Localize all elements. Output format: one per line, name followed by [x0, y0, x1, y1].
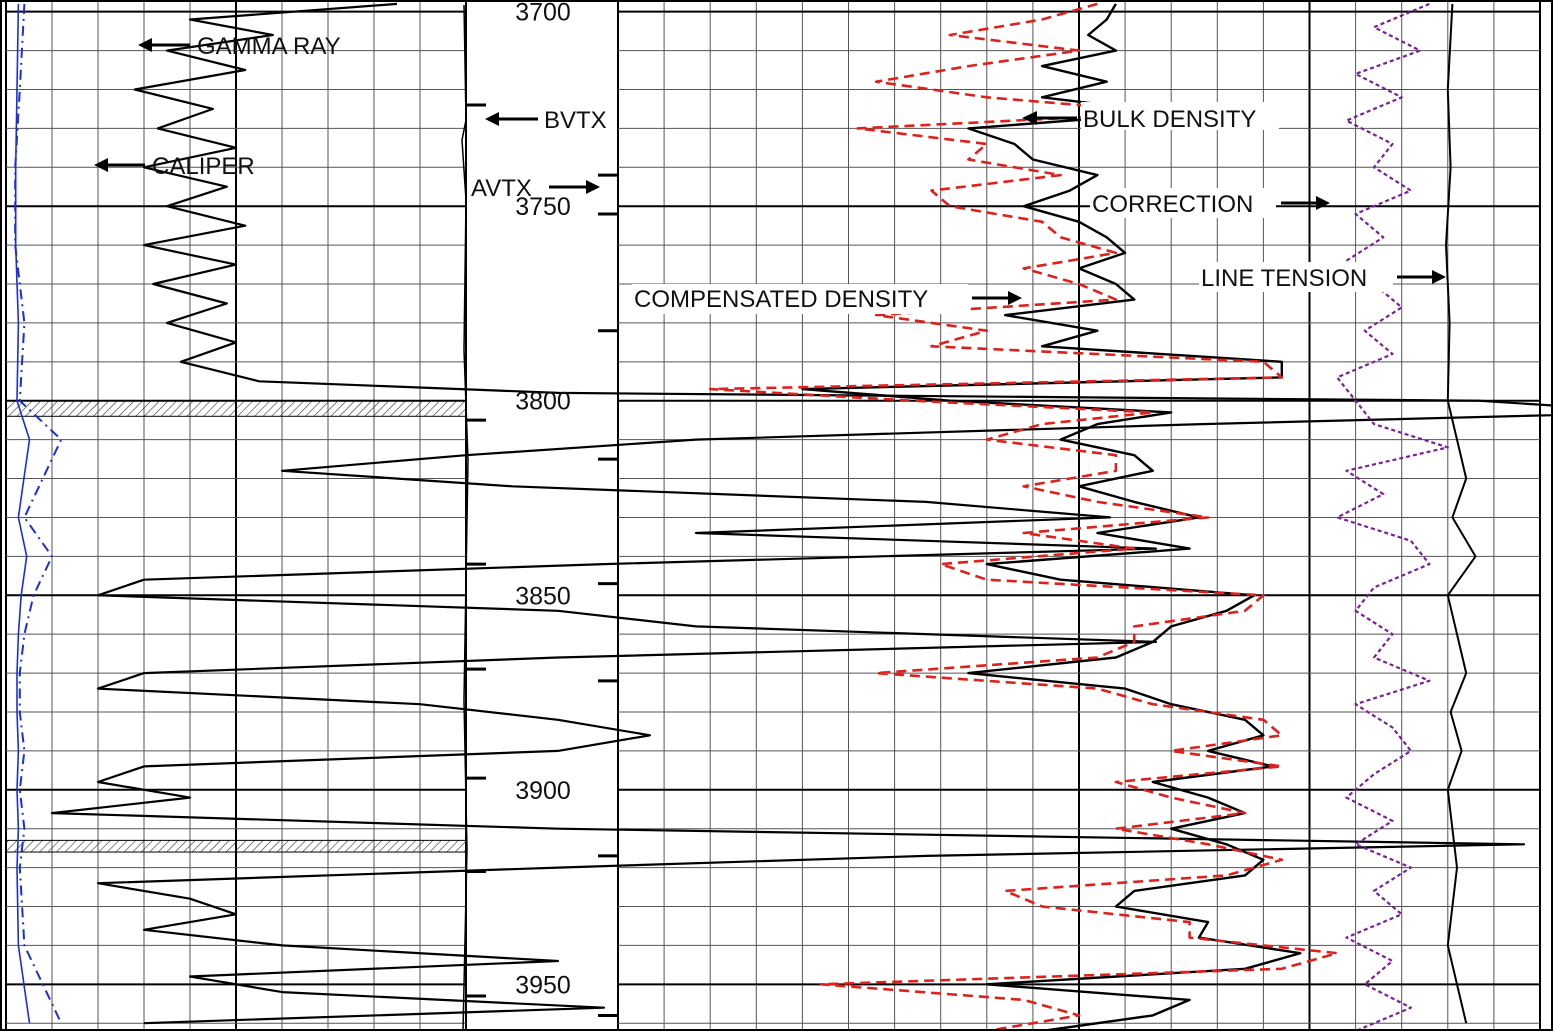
depth-tick-labels: 3700 3750 3800 3850 3900 3950 [515, 0, 571, 999]
log-curves [14, 2, 1553, 1031]
avtx-annotation: AVTX [471, 175, 600, 202]
correction-annotation: CORRECTION [1090, 188, 1330, 218]
gamma-ray-annotation: GAMMA RAY [138, 33, 341, 60]
bvtx-annotation: BVTX [485, 107, 607, 134]
caliper-label: CALIPER [152, 153, 255, 180]
curve-annotations: GAMMA RAY CALIPER BVTX AVTX BULK DENSITY… [94, 33, 1446, 314]
depth-label-3800: 3800 [515, 388, 571, 416]
depth-label-3950: 3950 [515, 971, 571, 999]
bulk-density-label: BULK DENSITY [1083, 106, 1256, 133]
shaded-interval [5, 839, 467, 853]
caliper-curve [14, 3, 63, 1024]
bulk-density-curve [801, 3, 1302, 1031]
right-track-grid [617, 0, 1541, 1031]
line-tension-annotation: LINE TENSION [1199, 262, 1446, 292]
compensated-density-annotation: COMPENSATED DENSITY [632, 284, 1022, 314]
bulk-density-annotation: BULK DENSITY [1022, 102, 1279, 133]
line-tension-label: LINE TENSION [1201, 265, 1367, 292]
shaded-interval [5, 400, 467, 417]
correction-label: CORRECTION [1092, 191, 1253, 218]
depth-label-3700: 3700 [515, 0, 571, 27]
caliper-reference-curve [14, 3, 31, 1024]
correction-curve [1336, 2, 1449, 1031]
compensated-density-curve [708, 2, 1339, 1031]
gamma-ray-curve [50, 2, 1553, 1025]
caliper-annotation: CALIPER [94, 153, 255, 180]
avtx-label: AVTX [471, 175, 532, 202]
gamma-ray-label: GAMMA RAY [197, 33, 341, 60]
compensated-density-label: COMPENSATED DENSITY [634, 286, 928, 313]
line-tension-curve [1445, 3, 1477, 1024]
depth-label-3850: 3850 [515, 582, 571, 610]
depth-label-3900: 3900 [515, 777, 571, 805]
bvtx-label: BVTX [544, 107, 607, 134]
depth-track-edge [461, 4, 469, 1031]
depth-markers [461, 4, 618, 1031]
depth-label-3750: 3750 [515, 193, 571, 221]
